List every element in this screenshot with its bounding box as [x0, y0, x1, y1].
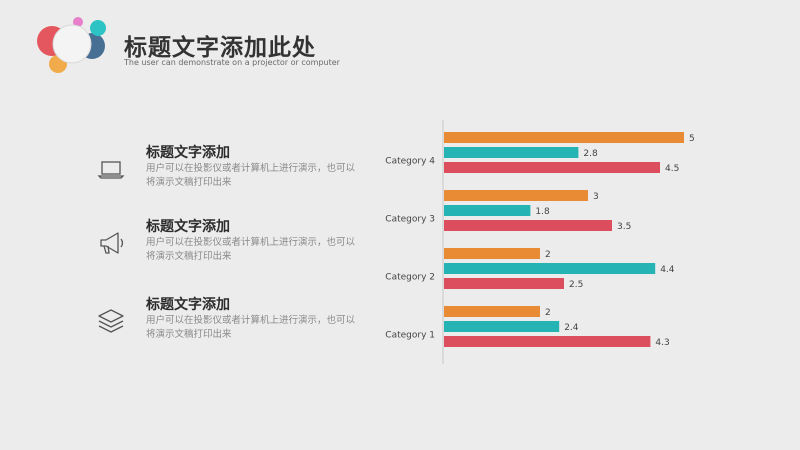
megaphone-icon — [100, 232, 124, 254]
bar — [444, 336, 651, 347]
bar — [444, 162, 660, 173]
feature-description: 用户可以在投影仪或者计算机上进行演示，也可以将演示文稿打印出来 — [146, 315, 356, 340]
bar-chart: Category 4 5 2.8 4.5 Category 3 3 1.8 3.5 Catego… — [385, 120, 695, 364]
bar — [444, 248, 540, 259]
bar-value-label: 3.5 — [617, 222, 631, 232]
bar-value-label: 2 — [545, 250, 551, 260]
page-title: 标题文字添加此处 — [124, 35, 316, 61]
feature-description: 用户可以在投影仪或者计算机上进行演示，也可以将演示文稿打印出来 — [146, 163, 356, 188]
layers-icon — [98, 309, 124, 333]
category-label: Category 4 — [385, 157, 435, 167]
bar-value-label: 2.8 — [583, 149, 598, 159]
bar-value-label: 4.5 — [665, 164, 679, 174]
bar-value-label: 3 — [593, 192, 599, 202]
feature-heading: 标题文字添加 — [146, 145, 230, 161]
bar — [444, 321, 560, 332]
feature-description: 用户可以在投影仪或者计算机上进行演示，也可以将演示文稿打印出来 — [146, 237, 356, 262]
bar — [444, 263, 656, 274]
bar-value-label: 4.3 — [655, 338, 669, 348]
bar-value-label: 5 — [689, 134, 695, 144]
feature-item-1: 标题文字添加 用户可以在投影仪或者计算机上进行演示，也可以将演示文稿打印出来 — [96, 142, 356, 202]
feature-heading: 标题文字添加 — [146, 297, 230, 313]
feature-heading: 标题文字添加 — [146, 219, 230, 235]
category-label: Category 3 — [385, 215, 435, 225]
logo — [37, 17, 106, 73]
feature-item-3: 标题文字添加 用户可以在投影仪或者计算机上进行演示，也可以将演示文稿打印出来 — [96, 294, 356, 354]
bar — [444, 220, 612, 231]
bar — [444, 190, 588, 201]
logo-pink-circle — [73, 17, 83, 27]
bar-value-label: 1.8 — [535, 207, 550, 217]
bar-value-label: 2.5 — [569, 280, 583, 290]
laptop-icon — [97, 161, 125, 179]
category-label: Category 1 — [385, 331, 435, 341]
bar-value-label: 4.4 — [660, 265, 675, 275]
bar-value-label: 2 — [545, 308, 551, 318]
page-subtitle: The user can demonstrate on a projector … — [124, 58, 340, 67]
bar — [444, 132, 684, 143]
logo-teal-circle — [90, 20, 106, 36]
bar — [444, 147, 579, 158]
logo-white-circle — [52, 24, 92, 64]
feature-item-2: 标题文字添加 用户可以在投影仪或者计算机上进行演示，也可以将演示文稿打印出来 — [96, 216, 356, 276]
bar — [444, 306, 540, 317]
bar-value-label: 2.4 — [564, 323, 579, 333]
bar — [444, 278, 564, 289]
category-label: Category 2 — [385, 273, 435, 283]
bar — [444, 205, 531, 216]
